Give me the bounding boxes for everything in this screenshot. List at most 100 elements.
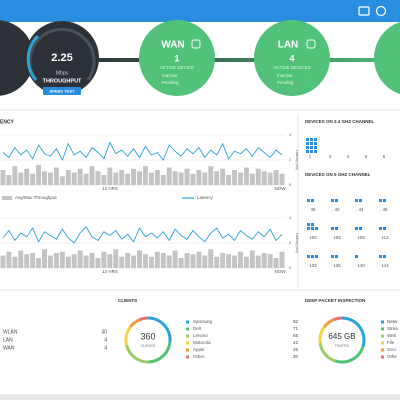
device-square	[310, 142, 313, 145]
throughput-bar	[255, 168, 261, 185]
throughput-bar	[208, 166, 214, 185]
donut-segment	[322, 318, 335, 329]
channel-label: 36	[310, 207, 316, 212]
device-square	[335, 199, 338, 202]
throughput-bar	[71, 172, 77, 185]
channel-label: 44	[358, 207, 364, 212]
throughput-bar	[36, 258, 42, 268]
throughput-bar	[59, 251, 65, 268]
layers-icon[interactable]	[358, 6, 370, 16]
channel-label: 48	[382, 207, 388, 212]
channel-label: 1	[309, 154, 312, 159]
y-tick-label: 0	[289, 265, 292, 270]
vendor-value: 82	[293, 319, 299, 324]
status-row-value: -	[306, 73, 308, 78]
legend-dot	[186, 327, 189, 331]
throughput-bar	[273, 258, 279, 268]
throughput-bar	[89, 166, 95, 185]
throughput-bar	[12, 166, 18, 185]
axis-label: Latency (ms)	[295, 150, 299, 170]
device-square	[311, 223, 314, 226]
throughput-bar	[143, 254, 148, 268]
throughput-bar	[83, 173, 89, 185]
channel-label: 108	[357, 235, 365, 240]
refresh-icon[interactable]	[375, 5, 387, 17]
wan-circle	[139, 20, 215, 96]
dpi-name: Strea	[387, 326, 398, 331]
status-count: 1	[174, 53, 179, 63]
gauge-track	[28, 27, 96, 81]
device-square	[311, 227, 314, 230]
throughput-bar	[172, 250, 178, 268]
device-square	[307, 223, 310, 226]
throughput-bar	[65, 256, 71, 268]
throughput-bar	[160, 253, 166, 268]
throughput-bar	[131, 255, 137, 268]
panel-title: DEVICES ON 2.4 GHZ CHANNEL	[305, 119, 375, 124]
channel-label: 112	[381, 235, 389, 240]
legend-dot	[186, 341, 189, 345]
throughput-bar	[0, 255, 6, 268]
device-square	[335, 227, 338, 230]
donut-segment	[125, 344, 149, 364]
throughput-bar	[42, 249, 47, 268]
throughput-bar	[232, 170, 237, 185]
throughput-bar	[30, 173, 36, 185]
throughput-bar	[18, 172, 24, 185]
throughput-bar	[125, 253, 131, 268]
vendor-name: Apple	[193, 347, 205, 352]
y-tick-label: 0	[289, 182, 292, 187]
throughput-bar	[238, 172, 243, 185]
throughput-bar	[154, 170, 160, 185]
donut-segment	[138, 316, 149, 322]
throughput-bar	[190, 173, 196, 185]
status-row-label: Pending	[162, 80, 179, 85]
device-square	[383, 199, 386, 202]
client-count: 4	[104, 337, 107, 343]
gauge-label: THROUGHPUT	[43, 78, 82, 84]
legend-dot	[381, 334, 384, 338]
throughput-bar	[238, 251, 243, 268]
throughput-bar	[279, 173, 285, 185]
throughput-bar	[59, 176, 65, 185]
throughput-bar	[30, 253, 36, 268]
x-label: 12 HRS	[102, 269, 118, 274]
channel-label: 132	[309, 263, 317, 268]
throughput-bar	[226, 254, 232, 268]
axis-label: Latency (ms)	[295, 233, 299, 253]
throughput-bar	[249, 173, 255, 185]
status-label: ACTIVE DEVICES	[273, 65, 310, 70]
throughput-bar	[190, 254, 196, 268]
donut-segment	[148, 342, 172, 364]
throughput-bar	[166, 255, 172, 268]
y-tick-label: 4	[289, 215, 292, 220]
x-label: NOW	[275, 186, 287, 191]
throughput-bar	[196, 251, 202, 268]
throughput-bar	[95, 258, 101, 268]
y-tick-label: 2	[289, 157, 292, 162]
throughput-bar	[6, 251, 12, 268]
channel-label: 40	[334, 207, 340, 212]
status-label: ACTIVE DEVICE	[160, 65, 194, 70]
speed-test-button[interactable]	[43, 87, 81, 95]
panel-title: DEEP PACKET INSPECTION	[305, 298, 365, 303]
legend-dot	[186, 348, 189, 352]
throughput-gauge	[25, 21, 99, 95]
device-square	[359, 227, 362, 230]
vendor-name: Other	[193, 354, 205, 359]
device-square	[311, 199, 314, 202]
throughput-bar	[89, 253, 95, 268]
client-count: 30	[101, 329, 107, 335]
channel-label: 140	[357, 263, 365, 268]
status-row-label: Inactive	[162, 73, 178, 78]
latency-line	[2, 141, 283, 162]
status-row-label: Inactive	[277, 73, 293, 78]
throughput-bar	[202, 255, 208, 268]
vendor-name: Dell	[193, 326, 201, 331]
x-label: 12 HRS	[102, 186, 118, 191]
status-title: LAN	[278, 40, 299, 51]
throughput-bar	[48, 172, 53, 185]
donut-segment	[341, 316, 366, 348]
legend-dot	[381, 341, 384, 345]
